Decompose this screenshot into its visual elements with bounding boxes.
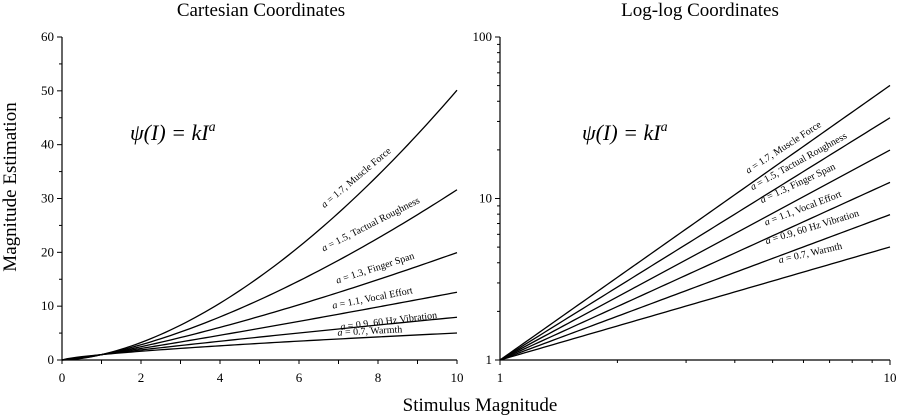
series-line — [499, 84, 891, 361]
series-line — [499, 214, 891, 361]
series-line — [61, 332, 458, 361]
y-tick-label: 30 — [41, 191, 54, 206]
y-tick-label: 100 — [473, 29, 493, 44]
series-label: a = 1.7, Muscle Force — [319, 145, 394, 210]
y-tick-label: 0 — [48, 352, 55, 367]
y-tick-label: 50 — [41, 83, 54, 98]
series-line — [499, 149, 891, 361]
x-tick-label: 8 — [375, 370, 382, 385]
chart-title: Cartesian Coordinates — [177, 0, 345, 21]
y-tick-label: 10 — [479, 191, 492, 206]
x-tick-label: 2 — [138, 370, 145, 385]
cartesian-panel: Cartesian Coordinates 0 2 4 6 8 10 0 10 20 30 40 50 6… — [41, 0, 464, 385]
y-tick-label: 40 — [41, 137, 54, 152]
series-line — [61, 291, 458, 361]
formula: ψ(I) = kIa — [582, 120, 668, 145]
x-axis-label: Stimulus Magnitude — [403, 395, 558, 416]
y-tick-label: 20 — [41, 244, 54, 259]
y-tick-label: 10 — [41, 298, 54, 313]
series-line — [499, 117, 891, 361]
formula: ψ(I) = kIa — [130, 120, 216, 145]
x-tick-label: 10 — [451, 370, 464, 385]
series-line — [61, 89, 458, 361]
series-line — [499, 246, 891, 361]
series-line — [61, 251, 458, 361]
y-tick-label: 60 — [41, 29, 54, 44]
series-line — [61, 189, 458, 361]
x-tick-label: 4 — [217, 370, 224, 385]
series-label: a = 0.7, Warmth — [337, 324, 402, 338]
series-line — [61, 316, 458, 361]
x-tick-label: 1 — [497, 370, 504, 385]
chart-title: Log-log Coordinates — [621, 0, 779, 21]
x-tick-label: 10 — [884, 370, 897, 385]
y-tick-label: 1 — [486, 352, 493, 367]
y-axis-label: Magnitude Estimation — [0, 102, 21, 272]
x-tick-label: 6 — [296, 370, 303, 385]
series-label: a = 1.5, Tactual Roughness — [320, 195, 422, 254]
x-tick-label: 0 — [59, 370, 66, 385]
series-line — [499, 181, 891, 361]
